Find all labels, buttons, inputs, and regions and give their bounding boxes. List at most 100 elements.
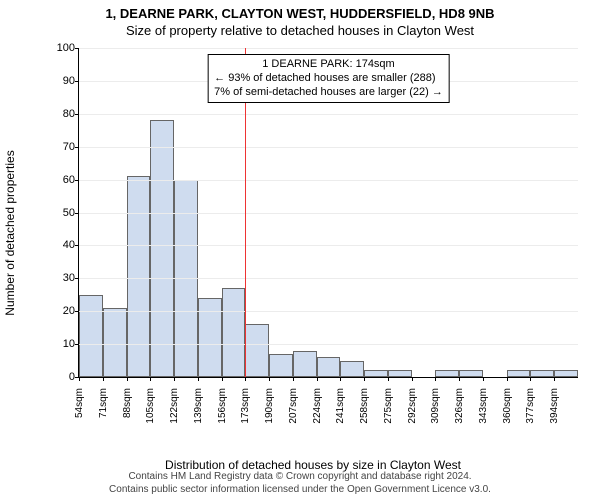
x-tick-label: 54sqm [74,388,85,418]
x-tick-label: 343sqm [478,388,489,424]
histogram-bar [317,357,341,377]
y-tick-mark [75,213,79,214]
x-tick-label: 173sqm [240,388,251,424]
x-tick-label: 241sqm [335,388,346,424]
y-tick-label: 20 [49,305,75,317]
grid-line [79,213,578,214]
histogram-bar [127,176,151,377]
y-tick-mark [75,278,79,279]
grid-line [79,147,578,148]
x-tick-mark [412,377,413,381]
x-tick-label: 224sqm [312,388,323,424]
x-tick-mark [103,377,104,381]
chart-container: Number of detached properties 0102030405… [48,48,578,418]
x-tick-mark [317,377,318,381]
y-tick-mark [75,147,79,148]
x-tick-label: 190sqm [264,388,275,424]
y-tick-label: 0 [49,371,75,383]
plot-area: 01020304050607080901001 DEARNE PARK: 174… [78,48,578,378]
y-tick-mark [75,81,79,82]
y-tick-label: 100 [49,42,75,54]
footer-line-1: Contains HM Land Registry data © Crown c… [0,471,600,484]
grid-line [79,311,578,312]
x-tick-mark [293,377,294,381]
histogram-bar [507,370,531,377]
x-tick-label: 326sqm [454,388,465,424]
histogram-bar [293,351,317,377]
y-tick-label: 80 [49,108,75,120]
histogram-bar [340,361,364,377]
x-tick-mark [198,377,199,381]
histogram-bar [269,354,293,377]
x-tick-mark [388,377,389,381]
histogram-bar [554,370,578,377]
y-tick-label: 10 [49,338,75,350]
x-tick-label: 88sqm [122,388,133,418]
y-tick-mark [75,48,79,49]
y-tick-mark [75,114,79,115]
x-tick-mark [245,377,246,381]
y-axis-label: Number of detached properties [3,150,17,315]
grid-line [79,245,578,246]
x-tick-label: 360sqm [502,388,513,424]
x-tick-label: 292sqm [407,388,418,424]
y-tick-label: 70 [49,141,75,153]
histogram-bar [530,370,554,377]
footer-attribution: Contains HM Land Registry data © Crown c… [0,471,600,496]
x-tick-mark [340,377,341,381]
title-secondary: Size of property relative to detached ho… [0,21,600,38]
x-tick-mark [435,377,436,381]
x-tick-mark [79,377,80,381]
y-tick-label: 30 [49,272,75,284]
grid-line [79,180,578,181]
x-tick-mark [483,377,484,381]
histogram-bar [198,298,222,377]
annotation-box: 1 DEARNE PARK: 174sqm← 93% of detached h… [207,54,450,103]
x-tick-label: 139sqm [193,388,204,424]
x-tick-mark [269,377,270,381]
title-primary: 1, DEARNE PARK, CLAYTON WEST, HUDDERSFIE… [0,0,600,21]
x-tick-label: 71sqm [98,388,109,418]
y-tick-mark [75,344,79,345]
x-tick-label: 122sqm [169,388,180,424]
x-tick-mark [507,377,508,381]
histogram-bar [364,370,388,377]
histogram-bar [435,370,459,377]
x-tick-label: 309sqm [430,388,441,424]
x-tick-label: 275sqm [383,388,394,424]
footer-line-2: Contains public sector information licen… [0,484,600,497]
y-tick-mark [75,311,79,312]
histogram-bar [79,295,103,377]
x-tick-label: 394sqm [549,388,560,424]
x-tick-label: 258sqm [359,388,370,424]
grid-line [79,278,578,279]
x-tick-mark [364,377,365,381]
histogram-bar [388,370,412,377]
x-tick-label: 377sqm [525,388,536,424]
histogram-bar [245,324,269,377]
x-tick-label: 207sqm [288,388,299,424]
x-tick-mark [554,377,555,381]
annotation-line: 1 DEARNE PARK: 174sqm [214,58,443,72]
histogram-bar [103,308,127,377]
y-tick-label: 90 [49,75,75,87]
x-tick-mark [459,377,460,381]
x-axis-label: Distribution of detached houses by size … [48,458,578,472]
annotation-line: 7% of semi-detached houses are larger (2… [214,86,443,100]
y-tick-mark [75,180,79,181]
y-tick-mark [75,245,79,246]
x-tick-label: 105sqm [145,388,156,424]
grid-line [79,114,578,115]
histogram-bar [150,120,174,377]
histogram-bar [222,288,246,377]
y-tick-label: 60 [49,174,75,186]
annotation-line: ← 93% of detached houses are smaller (28… [214,72,443,86]
x-tick-mark [222,377,223,381]
x-tick-mark [530,377,531,381]
x-tick-label: 156sqm [217,388,228,424]
grid-line [79,344,578,345]
x-tick-mark [174,377,175,381]
y-tick-mark [75,377,79,378]
x-tick-mark [150,377,151,381]
x-tick-marks [79,377,578,381]
